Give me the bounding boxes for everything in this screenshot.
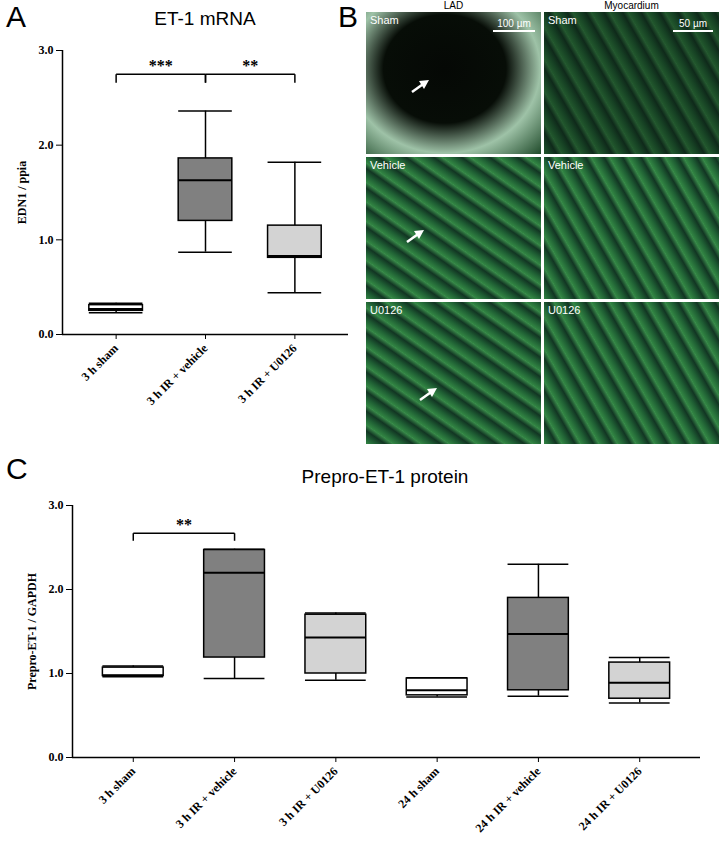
html-text:Myocardium: Myocardium (604, 0, 659, 11)
html-text:Vehicle: Vehicle (370, 159, 406, 171)
svg-text:3 h IR + vehicle: 3 h IR + vehicle (173, 764, 240, 831)
html-text:Sham: Sham (370, 14, 399, 26)
html-text:Sham: Sham (548, 14, 577, 26)
svg-text:Prepro-ET-1 / GAPDH: Prepro-ET-1 / GAPDH (25, 572, 39, 690)
html-text:50 µm: 50 µm (679, 18, 707, 29)
html-text:LAD: LAD (443, 0, 464, 11)
svg-text:3 h sham: 3 h sham (79, 341, 121, 383)
svg-text:3 h sham: 3 h sham (96, 764, 138, 806)
svg-text:***: *** (149, 57, 173, 74)
svg-text:1.0: 1.0 (39, 233, 54, 247)
html-text:B: B (338, 0, 358, 33)
html-text:U0126: U0126 (370, 304, 403, 316)
svg-text:3 h IR + vehicle: 3 h IR + vehicle (144, 341, 211, 408)
svg-text:EDN1 / ppia: EDN1 / ppia (15, 161, 29, 224)
svg-text:1.0: 1.0 (49, 666, 64, 680)
svg-text:3.0: 3.0 (49, 498, 64, 512)
svg-text:0.0: 0.0 (39, 327, 54, 341)
html-text:U0126: U0126 (548, 304, 581, 316)
svg-text:2.0: 2.0 (39, 138, 54, 152)
html-text:100 µm: 100 µm (497, 18, 531, 29)
html-text:A: A (6, 0, 26, 33)
svg-text:24 h IR + U0126: 24 h IR + U0126 (576, 764, 645, 833)
svg-text:**: ** (242, 57, 258, 74)
svg-text:0.0: 0.0 (49, 750, 64, 764)
svg-text:24 h IR + vehicle: 24 h IR + vehicle (472, 764, 543, 835)
html-text:ET-1 mRNA: ET-1 mRNA (154, 8, 256, 29)
html-text:C: C (6, 452, 28, 485)
html-text:Prepro-ET-1 protein: Prepro-ET-1 protein (301, 466, 469, 487)
svg-text:24 h sham: 24 h sham (395, 764, 442, 811)
html-text:Vehicle: Vehicle (548, 159, 584, 171)
svg-text:2.0: 2.0 (49, 582, 64, 596)
svg-text:3 h IR + U0126: 3 h IR + U0126 (235, 341, 300, 406)
svg-text:3.0: 3.0 (39, 43, 54, 57)
svg-text:**: ** (176, 516, 192, 533)
svg-text:3 h IR + U0126: 3 h IR + U0126 (276, 764, 341, 829)
